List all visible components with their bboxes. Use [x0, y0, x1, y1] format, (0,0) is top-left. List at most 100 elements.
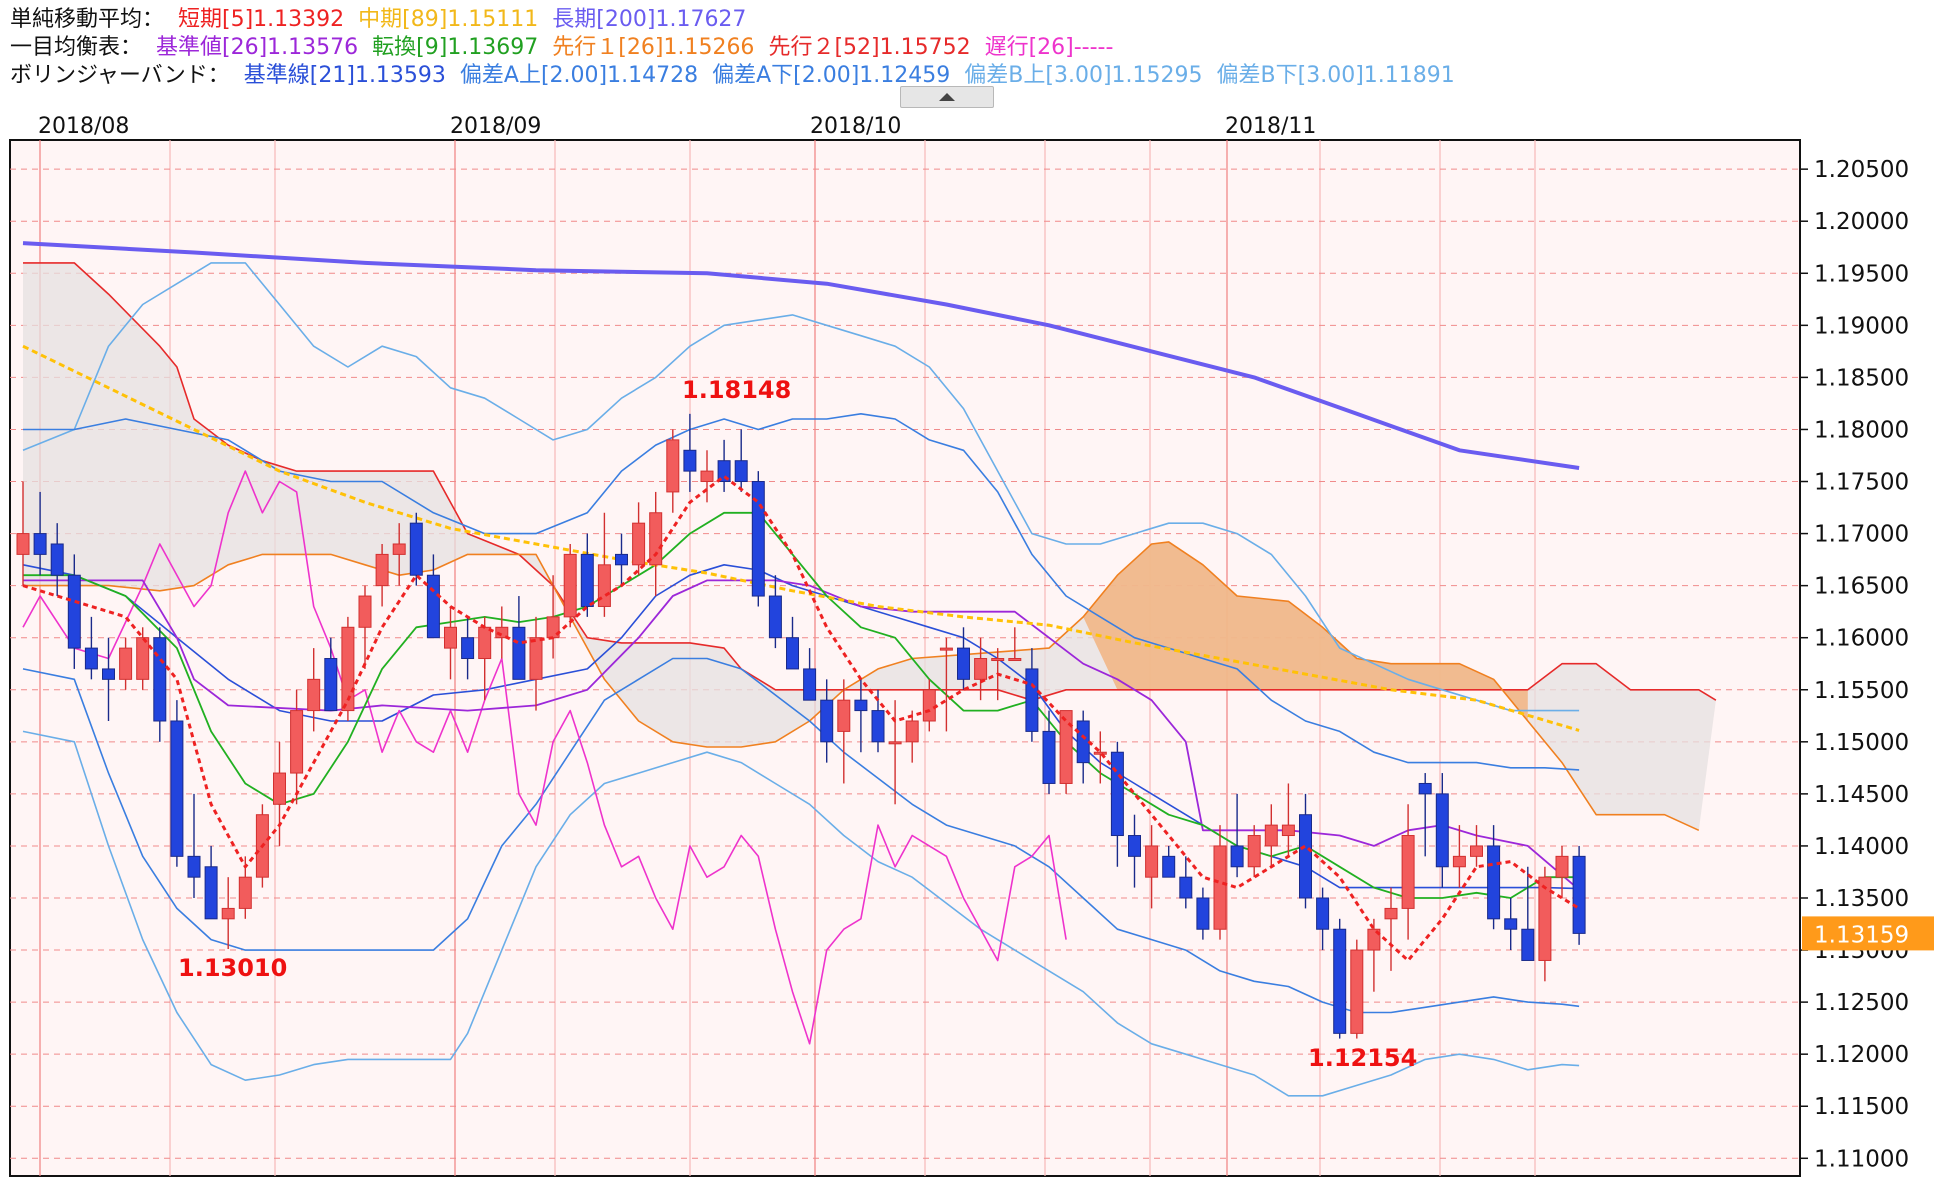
candle [837, 679, 851, 784]
candle-body [922, 689, 936, 722]
candle [1110, 741, 1124, 867]
candle [221, 877, 235, 950]
candle [1059, 710, 1073, 794]
candle [1418, 773, 1432, 857]
legend-kijun: 基準値[26]1.13576 [156, 35, 359, 60]
annotation-high: 1.18148 [682, 376, 791, 404]
candle-body [1350, 949, 1364, 1034]
candle-body [1333, 928, 1347, 1034]
candle [119, 637, 133, 690]
candle-body [444, 626, 457, 649]
x-tick-label: 2018/11 [1225, 114, 1316, 139]
y-tick-label: 1.19500 [1814, 261, 1909, 287]
candle-body [153, 637, 167, 722]
candle-body [615, 553, 628, 566]
legend-sma-row: 単純移動平均： 短期[5]1.13392 中期[89]1.15111 長期[200]1… [10, 6, 760, 34]
candle-body [67, 574, 81, 649]
legend-tenkan: 転換[9]1.13697 [372, 35, 539, 60]
candle [1281, 783, 1295, 857]
candle-body [16, 533, 30, 555]
candle [1179, 856, 1193, 909]
candle-body [102, 668, 115, 680]
candle [1145, 825, 1159, 909]
candle [50, 523, 64, 597]
candle [1555, 845, 1569, 898]
candle [666, 429, 680, 513]
candle-body [1367, 928, 1381, 951]
candle-body [495, 626, 509, 639]
candle-body [1025, 668, 1039, 732]
candle [375, 543, 389, 607]
candle-body [119, 647, 133, 680]
candle [84, 616, 98, 680]
candle [153, 627, 167, 742]
candle [1042, 710, 1056, 794]
candle [597, 512, 611, 617]
legend-bb-a-dn: 偏差A下[2.00]1.12459 [712, 63, 951, 88]
candle [204, 845, 218, 920]
candle-body [580, 553, 594, 607]
candle [1316, 887, 1330, 951]
candle-body [666, 439, 680, 493]
candle-body [768, 595, 782, 639]
candle-body [50, 543, 64, 576]
legend-bb-a-up: 偏差A上[2.00]1.14728 [459, 63, 699, 88]
candle-body [1281, 824, 1295, 837]
candle [546, 575, 560, 659]
y-tick-label: 1.15000 [1814, 730, 1909, 756]
indicator-legend: 単純移動平均： 短期[5]1.13392 中期[89]1.15111 長期[200]1… [0, 0, 1936, 108]
collapse-legend-button[interactable] [900, 86, 994, 108]
candle [307, 648, 321, 732]
annotation-low-november: 1.12154 [1308, 1044, 1417, 1072]
candle-body [341, 626, 355, 712]
bollinger-3sigma-upper [22, 262, 1580, 712]
y-tick-label: 1.17000 [1814, 522, 1909, 548]
candle-body [563, 553, 577, 618]
candle-body [1162, 855, 1176, 878]
y-tick-label: 1.15500 [1814, 678, 1909, 704]
candle [905, 710, 919, 763]
candle [700, 450, 714, 503]
candle [1470, 825, 1483, 867]
candle-body [170, 720, 184, 857]
candle-body [1008, 658, 1022, 662]
candle [974, 637, 988, 701]
candle-body [187, 855, 201, 878]
candle-body [1384, 907, 1398, 920]
y-tick-label: 1.16500 [1814, 574, 1909, 600]
y-tick-label: 1.18000 [1814, 417, 1909, 443]
candle-body [888, 741, 902, 745]
candle-body [1487, 845, 1501, 920]
candle [1572, 845, 1586, 945]
candle-body [1042, 730, 1056, 784]
sma-mid-line [22, 344, 1580, 732]
legend-bollinger-row: ボリンジャーバンド： 基準線[21]1.13593 偏差A上[2.00]1.1472… [10, 62, 1469, 90]
candlestick-chart[interactable]: 1.20500 1.20000 1.19500 1.19000 1.18500 1.180… [0, 108, 1936, 1188]
candle [1247, 825, 1261, 878]
candle-body [307, 678, 321, 712]
legend-sma-mid: 中期[89]1.15111 [358, 7, 539, 32]
candle-body [991, 658, 1005, 662]
candle [1213, 825, 1227, 940]
candle-body [820, 699, 834, 743]
candle [238, 856, 252, 919]
candle-body [409, 522, 423, 576]
candle-body [33, 533, 47, 555]
candle [426, 554, 440, 639]
candle-body [1299, 814, 1312, 899]
candle [136, 627, 150, 690]
legend-ichimoku-row: 一目均衡表： 基準値[26]1.13576 転換[9]1.13697 先行１[26]1… [10, 34, 1127, 62]
candle [615, 533, 628, 586]
candle [529, 616, 543, 711]
candle [1401, 804, 1415, 940]
candle-body [974, 658, 988, 680]
candle-body [1452, 855, 1466, 868]
y-tick-label: 1.20500 [1814, 157, 1909, 183]
current-price-tag [1802, 916, 1934, 951]
candle [820, 679, 834, 763]
candle-body [803, 668, 817, 701]
candle-body [221, 907, 235, 920]
candle [922, 679, 936, 732]
candle-body [1572, 855, 1586, 934]
candle [102, 637, 115, 721]
